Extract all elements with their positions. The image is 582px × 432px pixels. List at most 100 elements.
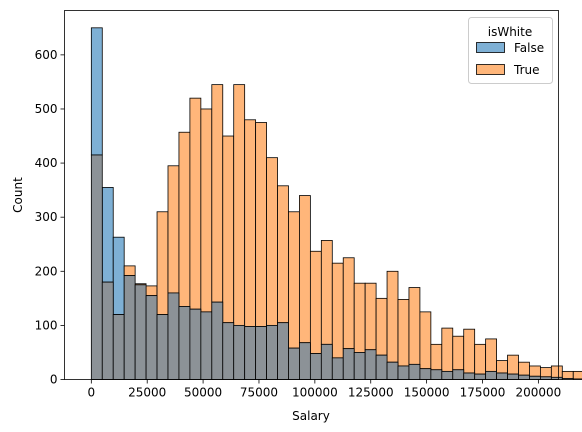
x-tick-label: 100000 xyxy=(292,386,338,400)
bar-true xyxy=(386,270,399,363)
bar-overlap xyxy=(441,370,454,380)
legend-swatch-false xyxy=(476,42,505,53)
bar-overlap xyxy=(353,352,366,380)
bar-true xyxy=(211,84,224,303)
x-tick-label: 200000 xyxy=(515,386,561,400)
bar-true xyxy=(474,343,487,375)
bar-overlap xyxy=(90,154,103,380)
bar-true xyxy=(441,327,454,372)
bar-true xyxy=(463,328,476,374)
bar-true xyxy=(419,311,432,370)
bar-overlap xyxy=(156,314,169,380)
bar-true xyxy=(550,365,563,378)
bar-overlap xyxy=(178,306,191,380)
bar-true xyxy=(277,185,289,324)
x-tick-label: 50000 xyxy=(184,386,222,400)
bar-true xyxy=(299,195,311,344)
bar-true xyxy=(167,165,180,294)
bar-overlap xyxy=(320,343,333,380)
y-tick-label: 600 xyxy=(35,48,58,62)
legend-title: isWhite xyxy=(488,25,532,39)
bar-overlap xyxy=(386,361,399,380)
bar-true xyxy=(145,285,158,297)
bar-overlap xyxy=(200,311,213,380)
bar-true xyxy=(266,157,278,326)
bar-true xyxy=(342,257,355,350)
x-tick-label: 175000 xyxy=(460,386,506,400)
bar-overlap xyxy=(463,372,476,380)
bar-true xyxy=(123,265,136,277)
x-tick-label: 0 xyxy=(88,386,96,400)
bar-false xyxy=(101,187,114,283)
x-tick-label: 25000 xyxy=(128,386,166,400)
bar-true xyxy=(331,262,344,359)
bar-overlap xyxy=(222,322,235,380)
y-tick-label: 0 xyxy=(50,373,58,387)
bar-true xyxy=(485,338,497,372)
legend: isWhite False True xyxy=(468,17,553,84)
bar-overlap xyxy=(408,363,421,380)
bar-overlap xyxy=(255,326,267,380)
bar-overlap xyxy=(101,281,114,380)
bar-overlap xyxy=(266,324,278,380)
legend-label-false: False xyxy=(514,41,544,55)
bar-overlap xyxy=(561,378,574,380)
x-tick-label: 150000 xyxy=(404,386,450,400)
legend-label-true: True xyxy=(513,63,540,77)
bar-overlap xyxy=(375,354,388,380)
y-tick-label: 200 xyxy=(35,264,58,278)
bar-overlap xyxy=(145,295,158,380)
x-tick-label: 125000 xyxy=(348,386,394,400)
bar-overlap xyxy=(572,378,582,380)
bar-false xyxy=(112,236,125,315)
bar-true xyxy=(156,211,169,315)
bar-true xyxy=(572,370,582,380)
bar-overlap xyxy=(112,314,125,380)
x-tick-label: 75000 xyxy=(240,386,278,400)
y-tick-label: 100 xyxy=(35,318,58,332)
y-tick-label: 500 xyxy=(35,102,58,116)
y-tick-label: 400 xyxy=(35,156,58,170)
bar-true xyxy=(561,370,574,379)
bar-overlap xyxy=(419,368,432,380)
bar-true xyxy=(178,131,191,307)
bar-overlap xyxy=(123,275,136,380)
bar-overlap xyxy=(474,373,487,380)
bar-true xyxy=(222,135,235,324)
bar-overlap xyxy=(452,369,465,380)
bar-overlap xyxy=(309,353,322,380)
bar-overlap xyxy=(518,374,530,380)
bar-overlap xyxy=(233,324,246,380)
bar-true xyxy=(529,365,541,377)
bar-true xyxy=(397,299,410,367)
bar-overlap xyxy=(299,342,311,380)
bar-overlap xyxy=(485,370,497,380)
bar-true xyxy=(244,119,257,327)
bar-true xyxy=(288,211,300,349)
bar-true xyxy=(353,282,366,353)
bar-overlap xyxy=(507,373,519,380)
series-true-bars xyxy=(123,84,582,380)
bar-overlap xyxy=(539,376,552,380)
bar-true xyxy=(364,282,377,351)
bar-overlap xyxy=(211,301,224,380)
bar-false xyxy=(90,27,103,156)
bar-true xyxy=(518,361,530,376)
bar-overlap xyxy=(189,308,202,380)
bar-true xyxy=(452,335,465,371)
y-axis-ticks: 0 100 200 300 400 500 600 xyxy=(35,48,65,387)
bar-true xyxy=(255,122,267,327)
bar-overlap xyxy=(342,348,355,380)
y-tick-label: 300 xyxy=(35,210,58,224)
bar-overlap xyxy=(496,372,508,380)
bar-overlap xyxy=(288,347,300,380)
y-axis-label: Count xyxy=(11,177,25,213)
bar-true xyxy=(507,354,519,375)
plot-frame xyxy=(64,10,559,380)
bar-true xyxy=(320,240,333,345)
bar-true xyxy=(496,360,508,374)
bar-overlap xyxy=(364,349,377,380)
bar-overlap xyxy=(134,284,147,380)
bar-true xyxy=(375,297,388,356)
